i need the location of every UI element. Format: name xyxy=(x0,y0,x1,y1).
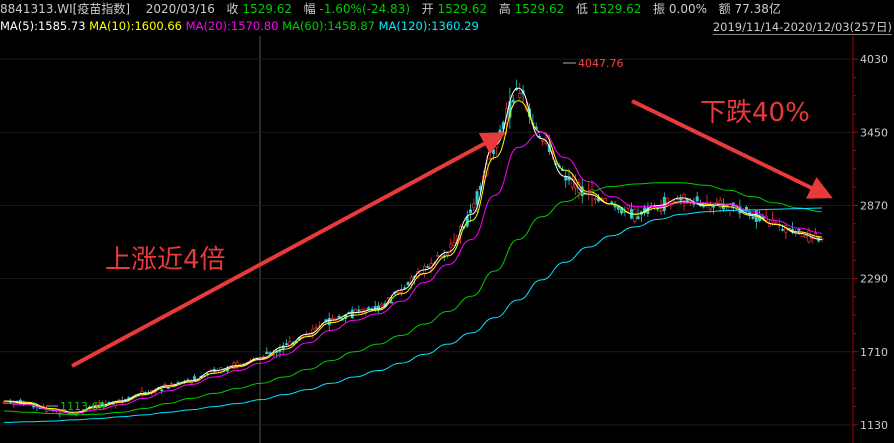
candle-body xyxy=(2,401,6,404)
plot-area xyxy=(0,36,853,443)
quote-date: 2020/03/16 xyxy=(145,2,215,16)
candle-body xyxy=(278,350,282,352)
fall-annotation: 下跌40% xyxy=(700,98,810,128)
max-label: 4047.76 xyxy=(578,57,624,70)
candle-body xyxy=(314,327,318,330)
candle-body xyxy=(491,149,495,154)
low-value: 1529.62 xyxy=(591,2,642,16)
candle-body xyxy=(380,303,384,307)
candle-body xyxy=(337,315,341,319)
candle-body xyxy=(728,204,732,211)
candle-body xyxy=(396,291,400,294)
candle-body xyxy=(679,198,683,201)
candle-body xyxy=(708,205,712,210)
candle-body xyxy=(101,402,105,405)
candle-body xyxy=(436,254,440,257)
y-tick-label: 2870 xyxy=(860,199,888,212)
candle-body xyxy=(304,334,308,337)
index-name: [疫苗指数] xyxy=(72,2,131,16)
y-axis: 4030 3450 2870 2290 1710 1130 xyxy=(853,53,888,432)
change-label: 幅 xyxy=(303,2,316,16)
open-value: 1529.62 xyxy=(437,2,488,16)
candle-body xyxy=(695,196,699,202)
close-label: 收 xyxy=(226,2,239,16)
ma-lines xyxy=(3,87,823,423)
candle-body xyxy=(350,309,354,319)
ma-line-ma20 xyxy=(3,131,823,415)
candle-body xyxy=(800,233,804,238)
candle-body xyxy=(390,301,394,304)
index-code: 8841313.WI xyxy=(0,2,73,16)
candle-body xyxy=(386,297,390,300)
candle-body xyxy=(804,235,808,238)
candle-body xyxy=(593,198,597,201)
candle-body xyxy=(781,229,785,231)
ma10-legend: MA(10):1600.66 xyxy=(89,19,182,33)
candle-body xyxy=(285,343,289,345)
amplitude-value: 0.00% xyxy=(668,2,707,16)
candle-body xyxy=(265,351,269,355)
candle-body xyxy=(400,289,404,293)
candle-body xyxy=(97,402,101,406)
date-range[interactable]: 2019/11/14-2020/12/03(257日) xyxy=(712,20,892,35)
ma-line-ma10 xyxy=(3,100,823,413)
y-tick-label: 1710 xyxy=(860,346,888,359)
candle-body xyxy=(475,191,479,205)
candle-body xyxy=(511,99,515,103)
candle-body xyxy=(636,216,640,220)
candle-body xyxy=(445,253,449,256)
candle-body xyxy=(472,203,476,209)
candle-body xyxy=(406,282,410,286)
candle-body xyxy=(426,266,430,268)
y-tick-label: 2290 xyxy=(860,273,888,286)
low-label: 低 xyxy=(575,2,588,16)
candle-body xyxy=(357,309,361,312)
candle-body xyxy=(468,209,472,213)
candle-body xyxy=(702,205,706,208)
quote-header: 8841313.WI[疫苗指数] 2020/03/16 收 1529.62 幅 … xyxy=(0,0,894,18)
candle-body xyxy=(449,243,453,248)
ma5-legend: MA(5):1585.73 xyxy=(0,19,86,33)
amount-label: 额 xyxy=(718,2,731,16)
amount-value: 77.38亿 xyxy=(734,2,781,16)
candle-body xyxy=(170,383,174,385)
candle-body xyxy=(452,241,456,246)
candle-body xyxy=(488,157,492,160)
candle-body xyxy=(666,197,670,205)
candle-body xyxy=(327,318,331,326)
ma-line-ma5 xyxy=(3,87,823,415)
rise-arrow xyxy=(71,132,506,368)
candle-body xyxy=(498,129,502,135)
candle-body xyxy=(166,387,170,389)
open-label: 开 xyxy=(421,2,434,16)
close-value: 1529.62 xyxy=(242,2,292,16)
candle-body xyxy=(541,140,545,142)
rise-annotation: 上涨近4倍 xyxy=(105,245,226,275)
y-tick-label: 3450 xyxy=(860,126,888,139)
change-value: -1.60%(-24.83) xyxy=(319,2,411,16)
ma60-legend: MA(60):1458.87 xyxy=(282,19,375,33)
ma-line-ma120 xyxy=(3,207,823,423)
candle-body xyxy=(751,216,755,219)
kline-chart[interactable]: 4030 3450 2870 2290 1710 1130 上涨近4倍 下跌40% 404… xyxy=(0,36,894,443)
ma-legend: MA(5):1585.73 MA(10):1600.66 MA(20):1570… xyxy=(0,18,894,34)
candle-body xyxy=(774,222,778,224)
high-value: 1529.62 xyxy=(514,2,565,16)
fall-arrow xyxy=(631,99,833,199)
candle-body xyxy=(160,389,164,391)
y-tick-label: 1130 xyxy=(860,419,888,432)
amplitude-label: 振 xyxy=(653,2,666,16)
candle-body xyxy=(659,209,663,212)
y-tick-label: 4030 xyxy=(860,53,888,66)
ma-line-ma60 xyxy=(3,182,823,416)
ma20-legend: MA(20):1570.80 xyxy=(185,19,279,33)
candle-body xyxy=(518,93,522,98)
ma120-legend: MA(120):1360.29 xyxy=(378,19,479,33)
candle-body xyxy=(633,209,637,222)
min-label: 1113.69 xyxy=(60,400,106,413)
candle-body xyxy=(797,229,801,231)
high-label: 高 xyxy=(498,2,511,16)
